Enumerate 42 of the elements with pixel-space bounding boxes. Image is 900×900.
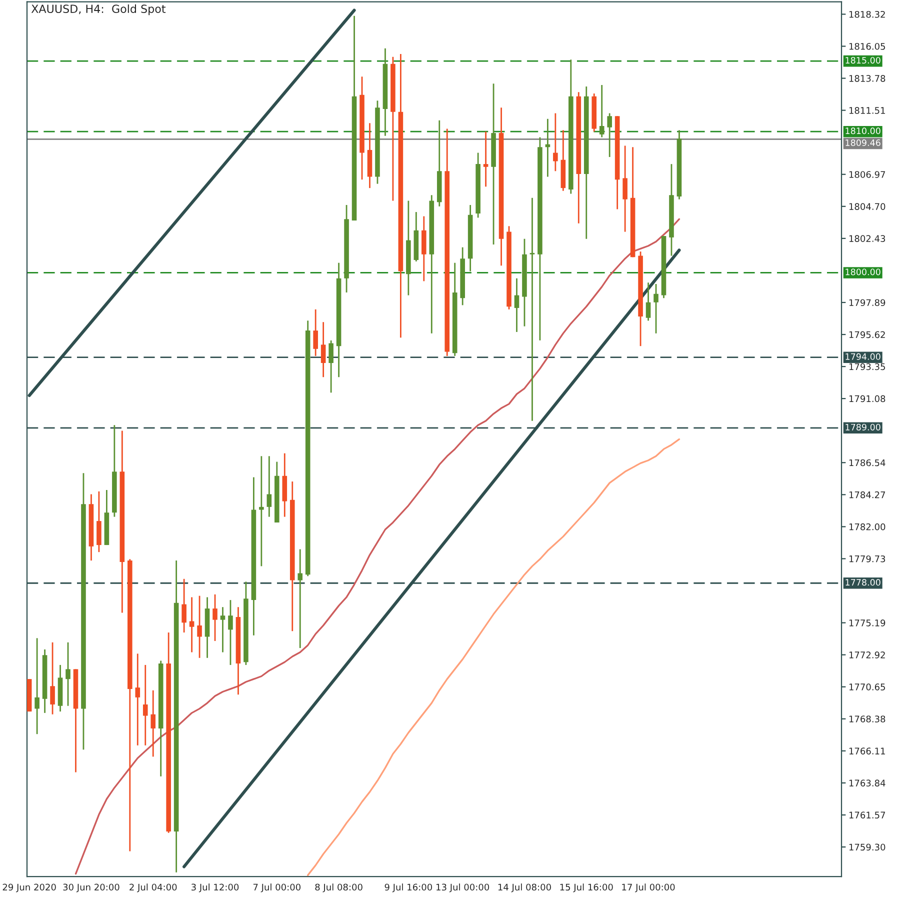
x-tick-label: 17 Jul 00:00: [622, 884, 675, 892]
y-tick-label: 1770.65: [849, 684, 885, 690]
y-tick-label: 1806.97: [849, 171, 886, 178]
y-tick-label: 1782.00: [849, 523, 886, 530]
y-tick-label: 1816.05: [849, 42, 885, 50]
x-tick-label: 29 Jun 2020: [2, 884, 56, 892]
y-tick-label: 1793.35: [849, 363, 885, 370]
x-tick-label: 2 Jul 04:00: [130, 884, 177, 892]
y-tick-label: 1791.08: [849, 395, 886, 402]
y-tick-label: 1795.62: [849, 331, 885, 338]
y-tick-label: 1802.43: [849, 235, 886, 242]
y-tick-label: 1768.38: [849, 716, 886, 722]
y-tick-label: 1818.32: [849, 10, 885, 18]
y-tick-label: 1797.89: [849, 299, 886, 306]
y-tick-label: 1779.73: [849, 555, 886, 562]
x-tick-label: 7 Jul 00:00: [253, 884, 300, 892]
x-tick-label: 8 Jul 08:00: [315, 884, 362, 892]
x-tick-label: 9 Jul 16:00: [384, 884, 432, 892]
y-tick-label: 1772.92: [849, 652, 885, 658]
x-tick-label: 14 Jul 08:00: [498, 884, 551, 892]
y-tick-label: 1811.51: [849, 107, 885, 114]
y-tick-label: 1786.54: [849, 459, 886, 466]
x-tick-label: 15 Jul 16:00: [560, 884, 613, 892]
x-tick-label: 13 Jul 00:00: [436, 884, 490, 892]
y-tick-label: 1813.78: [849, 75, 886, 82]
ref-line-label: 1778.00: [846, 579, 880, 586]
ref-line-label: 1809.46: [846, 139, 880, 146]
chart-title: XAUUSD, H4: Gold Spot: [31, 4, 166, 16]
x-tick-label: 3 Jul 12:00: [192, 884, 239, 892]
ref-line-label: 1789.00: [846, 424, 880, 430]
y-tick-label: 1775.19: [849, 619, 886, 626]
ref-line-label: 1810.00: [846, 128, 880, 134]
y-tick-label: 1784.27: [849, 491, 886, 498]
y-tick-label: 1804.70: [849, 203, 886, 210]
x-tick-label: 30 Jun 20:00: [63, 884, 120, 892]
y-tick-label: 1759.30: [849, 844, 886, 851]
y-tick-label: 1761.57: [849, 812, 886, 818]
ref-line-label: 1794.00: [846, 353, 880, 360]
ref-line-label: 1815.00: [846, 56, 880, 64]
y-tick-label: 1766.11: [849, 748, 885, 754]
y-tick-label: 1763.84: [849, 780, 886, 786]
ref-line-label: 1800.00: [846, 268, 880, 276]
